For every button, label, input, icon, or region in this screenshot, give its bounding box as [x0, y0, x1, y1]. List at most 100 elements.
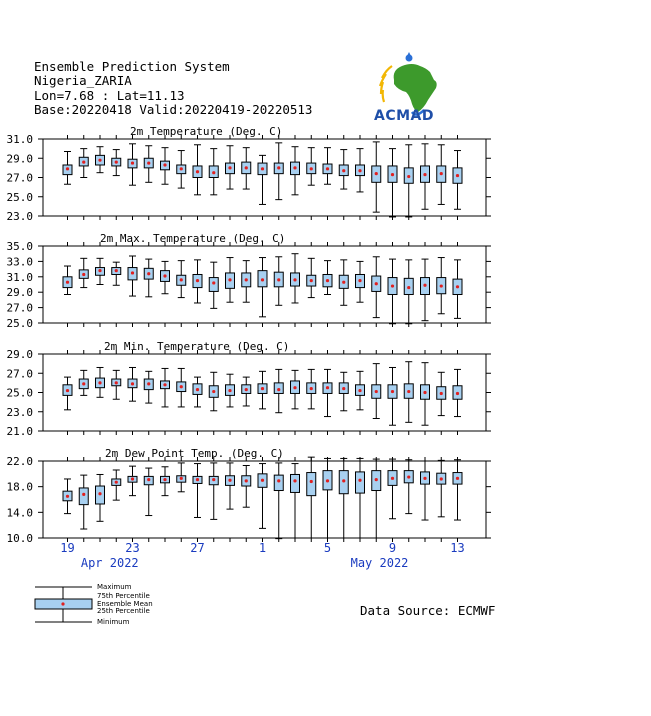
mean-dot — [212, 389, 216, 394]
box-day-3 — [95, 366, 105, 398]
box-day-10 — [208, 148, 219, 196]
box-day-13 — [257, 463, 268, 529]
box-day-16 — [306, 257, 317, 299]
mean-dot — [195, 478, 200, 482]
mean-dot — [439, 477, 443, 481]
box-day-1 — [62, 376, 73, 411]
box-day-25 — [452, 368, 463, 418]
box-day-22 — [403, 144, 414, 218]
mean-dot — [358, 279, 362, 283]
box-day-19 — [355, 457, 365, 539]
mean-dot — [163, 274, 167, 278]
mean-dot — [98, 492, 102, 496]
mean-dot — [147, 272, 151, 276]
box-day-20 — [371, 458, 382, 539]
mean-dot — [65, 280, 70, 284]
box-day-8 — [176, 462, 187, 493]
box-day-9 — [192, 463, 203, 518]
mean-dot — [163, 478, 167, 482]
mean-dot — [325, 279, 330, 283]
box-day-1 — [62, 151, 73, 185]
mean-dot — [114, 269, 118, 273]
box-day-12 — [241, 260, 252, 303]
mean-dot — [374, 478, 378, 482]
box-day-9 — [192, 144, 203, 196]
box-day-11 — [225, 257, 235, 303]
logo-text: ACMAD — [374, 108, 434, 124]
mean-dot — [455, 173, 460, 178]
y-tick-label: 27.0 — [7, 302, 34, 315]
mean-dot — [423, 283, 427, 287]
box-day-6 — [143, 370, 154, 404]
legend-p75-label: 75th Percentile — [97, 592, 150, 600]
mean-dot — [358, 388, 362, 393]
mean-dot — [325, 386, 330, 390]
mean-dot — [342, 280, 346, 284]
box-day-19 — [355, 148, 365, 193]
box-day-16 — [306, 368, 317, 410]
panel-title: 2m Dew Point Temp. (Deg. C) — [105, 447, 284, 460]
box-day-16 — [306, 147, 317, 186]
box-day-18 — [338, 149, 349, 190]
mean-dot — [228, 388, 232, 393]
mean-dot — [439, 172, 443, 176]
y-tick-label: 27.0 — [7, 172, 34, 185]
mean-dot — [260, 478, 265, 482]
box-day-15 — [290, 369, 300, 410]
box-day-17 — [322, 147, 333, 185]
x-day-label: 23 — [125, 541, 139, 555]
mean-dot — [309, 167, 313, 171]
header-coordinates: Lon=7.68 : Lat=11.13 — [34, 88, 185, 103]
box-day-22 — [403, 459, 414, 515]
box-day-14 — [273, 368, 284, 414]
mean-dot — [65, 388, 70, 393]
y-tick-label: 29.0 — [7, 152, 34, 165]
mean-dot — [260, 167, 265, 171]
box-day-19 — [355, 260, 365, 303]
mean-dot — [390, 284, 395, 288]
mean-dot — [98, 269, 102, 273]
mean-dot — [277, 479, 281, 483]
mean-dot — [342, 479, 346, 483]
mean-dot — [130, 271, 135, 275]
mean-dot — [277, 388, 281, 392]
mean-dot — [65, 167, 70, 171]
box-day-25 — [452, 150, 463, 210]
mean-dot — [114, 480, 118, 484]
box-day-23 — [420, 258, 430, 322]
y-tick-label: 21.0 — [7, 425, 34, 438]
mean-dot — [309, 279, 313, 283]
box-day-9 — [192, 376, 203, 408]
box-day-3 — [95, 473, 105, 522]
mean-dot — [195, 388, 200, 392]
box-day-21 — [387, 148, 398, 218]
mean-dot — [212, 281, 216, 285]
header-location: Nigeria_ZARIA — [34, 73, 132, 88]
box-day-15 — [290, 146, 300, 196]
x-day-label: 13 — [450, 541, 464, 555]
mean-dot — [423, 476, 427, 480]
mean-dot — [130, 477, 135, 481]
box-day-18 — [338, 457, 349, 539]
mean-dot — [358, 478, 362, 482]
box-day-2 — [78, 369, 89, 396]
legend-mean-dot — [61, 602, 65, 606]
box-day-20 — [371, 363, 382, 419]
y-tick-label: 25.0 — [7, 387, 34, 400]
mean-dot — [244, 388, 248, 392]
box-day-21 — [387, 366, 398, 426]
x-day-label: 27 — [190, 541, 204, 555]
box-day-16 — [306, 456, 317, 539]
mean-dot — [277, 166, 281, 170]
box-day-24 — [436, 257, 447, 315]
box-day-14 — [273, 462, 284, 540]
iqr-box — [273, 474, 284, 492]
panel-frame — [42, 245, 487, 324]
mean-dot — [277, 278, 281, 282]
box-day-5 — [127, 465, 138, 497]
mean-dot — [195, 279, 200, 283]
panel-title: 2m Temperature (Deg. C) — [130, 125, 282, 138]
x-day-label: 19 — [60, 541, 74, 555]
